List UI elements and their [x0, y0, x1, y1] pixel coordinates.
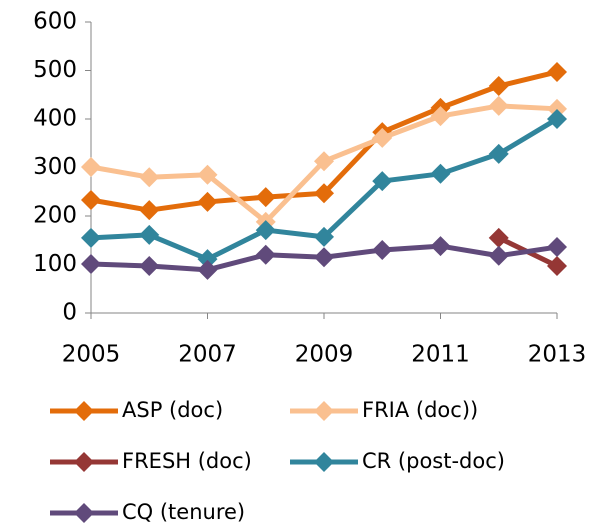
- marker: [81, 227, 101, 248]
- y-tick-label: 600: [33, 9, 77, 35]
- legend-label: CR (post-doc): [362, 449, 505, 473]
- marker: [314, 151, 334, 172]
- marker: [139, 224, 160, 245]
- y-tick-label: 500: [33, 57, 77, 83]
- y-tick-label: 300: [33, 154, 77, 180]
- x-tick-label: 2013: [528, 342, 587, 368]
- marker: [488, 95, 509, 116]
- marker: [547, 61, 567, 82]
- legend-label: ASP (doc): [122, 398, 223, 422]
- legend-marker: [74, 452, 94, 472]
- marker: [81, 157, 101, 178]
- y-tick-label: 400: [33, 106, 77, 132]
- marker: [255, 244, 276, 265]
- x-tick-label: 2009: [295, 342, 354, 368]
- marker: [488, 227, 509, 248]
- marker: [488, 245, 509, 266]
- legend-marker: [74, 503, 94, 523]
- y-tick-label: 200: [33, 203, 77, 229]
- marker: [255, 187, 276, 208]
- y-tick-label: 0: [62, 300, 77, 326]
- marker: [197, 191, 218, 212]
- marker: [139, 255, 160, 276]
- marker: [372, 171, 393, 192]
- legend-label: FRESH (doc): [122, 449, 252, 473]
- legend-label: FRIA (doc)): [362, 398, 478, 422]
- marker: [372, 239, 393, 260]
- marker: [139, 167, 160, 188]
- marker: [547, 237, 567, 258]
- marker: [255, 220, 276, 241]
- legend-marker: [314, 452, 334, 472]
- marker: [314, 183, 334, 204]
- legend-marker: [314, 401, 334, 421]
- marker: [139, 200, 160, 221]
- x-tick-label: 2011: [411, 342, 470, 368]
- x-tick-label: 2005: [62, 342, 121, 368]
- marker: [197, 249, 218, 270]
- marker: [372, 127, 393, 148]
- marker: [547, 255, 567, 276]
- marker: [488, 143, 509, 164]
- marker: [547, 109, 567, 129]
- marker: [430, 163, 451, 184]
- marker: [314, 226, 334, 247]
- marker: [430, 236, 451, 257]
- marker: [547, 98, 567, 119]
- y-tick-label: 100: [33, 251, 77, 277]
- x-tick-label: 2007: [178, 342, 237, 368]
- marker: [81, 254, 101, 275]
- legend-label: CQ (tenure): [122, 500, 245, 524]
- marker: [197, 259, 218, 280]
- marker: [488, 76, 509, 97]
- legend-marker: [74, 401, 94, 421]
- marker: [314, 247, 334, 268]
- marker: [197, 164, 218, 185]
- marker: [81, 189, 101, 210]
- marker: [430, 106, 451, 127]
